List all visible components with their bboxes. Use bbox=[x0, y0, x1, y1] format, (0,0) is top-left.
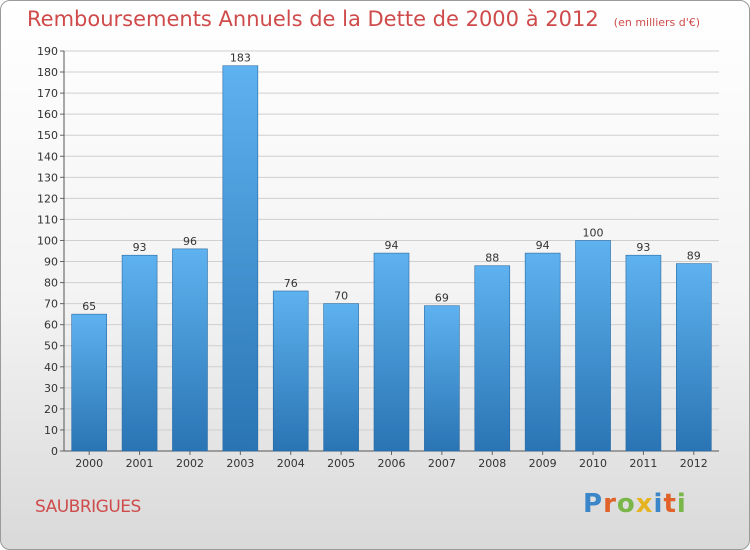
y-tick-label: 150 bbox=[37, 129, 58, 142]
bar bbox=[323, 303, 359, 452]
labels-layer: 0 10 20 30 40 50 60 70 80 90 100 110 120 130 140 150 160… bbox=[37, 45, 708, 470]
x-tick-label: 2001 bbox=[126, 457, 154, 470]
x-tick-label: 2004 bbox=[277, 457, 305, 470]
x-tick-label: 2006 bbox=[378, 457, 406, 470]
y-tick-label: 40 bbox=[44, 361, 58, 374]
y-tick-label: 160 bbox=[37, 108, 58, 121]
logo-letter: P bbox=[583, 489, 604, 519]
x-tick-label: 2011 bbox=[629, 457, 657, 470]
y-tick-label: 0 bbox=[51, 445, 58, 458]
bar bbox=[676, 263, 712, 452]
y-tick-label: 110 bbox=[37, 213, 58, 226]
bar-value-label: 76 bbox=[284, 277, 298, 290]
logo-letter: o bbox=[616, 489, 636, 519]
y-tick-label: 80 bbox=[44, 277, 58, 290]
logo-letter: t bbox=[663, 489, 677, 519]
bar bbox=[222, 65, 259, 452]
x-tick-label: 2002 bbox=[176, 457, 204, 470]
bar bbox=[71, 313, 107, 452]
y-tick-label: 50 bbox=[44, 340, 58, 353]
x-tick-label: 2009 bbox=[529, 457, 557, 470]
x-tick-label: 2000 bbox=[75, 457, 103, 470]
x-tick-label: 2005 bbox=[327, 457, 355, 470]
bar-value-label: 70 bbox=[334, 290, 348, 303]
y-tick-label: 70 bbox=[44, 298, 58, 311]
proxiti-logo: Proxiti bbox=[583, 489, 687, 519]
bar-value-label: 69 bbox=[435, 292, 449, 305]
bar-value-label: 94 bbox=[536, 239, 550, 252]
bar-value-label: 183 bbox=[230, 52, 251, 65]
chart-title: Remboursements Annuels de la Dette de 20… bbox=[27, 7, 599, 31]
chart-title-block: Remboursements Annuels de la Dette de 20… bbox=[27, 7, 700, 31]
x-tick-label: 2012 bbox=[680, 457, 708, 470]
y-tick-label: 120 bbox=[37, 192, 58, 205]
y-tick-label: 60 bbox=[44, 319, 58, 332]
bar bbox=[625, 254, 662, 452]
chart-unit: (en milliers d'€) bbox=[613, 16, 701, 29]
logo-letter: x bbox=[635, 489, 654, 519]
bar bbox=[172, 248, 208, 452]
bars-layer bbox=[71, 65, 712, 452]
bar bbox=[524, 252, 561, 452]
bar bbox=[272, 290, 309, 452]
x-tick-label: 2010 bbox=[579, 457, 607, 470]
bar bbox=[121, 254, 158, 452]
logo-letter: i bbox=[653, 489, 664, 519]
bar bbox=[424, 305, 460, 452]
y-tick-label: 30 bbox=[44, 382, 58, 395]
y-tick-label: 130 bbox=[37, 171, 58, 184]
bar-value-label: 100 bbox=[583, 226, 604, 239]
bar bbox=[474, 265, 511, 452]
bar-value-label: 65 bbox=[82, 300, 96, 313]
y-tick-label: 180 bbox=[37, 66, 58, 79]
y-tick-label: 90 bbox=[44, 256, 58, 269]
y-tick-label: 140 bbox=[37, 150, 58, 163]
bar-chart: 0 10 20 30 40 50 60 70 80 90 100 110 120 130 140 150 160… bbox=[37, 45, 719, 470]
x-tick-label: 2003 bbox=[226, 457, 254, 470]
y-tick-label: 20 bbox=[44, 403, 58, 416]
bar-value-label: 96 bbox=[183, 235, 197, 248]
logo-letter: r bbox=[603, 489, 617, 519]
y-tick-label: 100 bbox=[37, 234, 58, 247]
bar bbox=[373, 252, 410, 452]
bar-value-label: 93 bbox=[133, 241, 147, 254]
y-tick-label: 190 bbox=[37, 45, 58, 58]
y-tick-label: 10 bbox=[44, 424, 58, 437]
logo-letter: i bbox=[676, 489, 687, 519]
bar bbox=[575, 240, 611, 452]
y-tick-label: 170 bbox=[37, 87, 58, 100]
x-tick-label: 2008 bbox=[478, 457, 506, 470]
bar-value-label: 89 bbox=[687, 250, 701, 263]
bar-value-label: 93 bbox=[636, 241, 650, 254]
bar-value-label: 94 bbox=[385, 239, 399, 252]
place-name: SAUBRIGUES bbox=[35, 497, 141, 517]
bar-value-label: 88 bbox=[485, 252, 499, 265]
x-tick-label: 2007 bbox=[428, 457, 456, 470]
